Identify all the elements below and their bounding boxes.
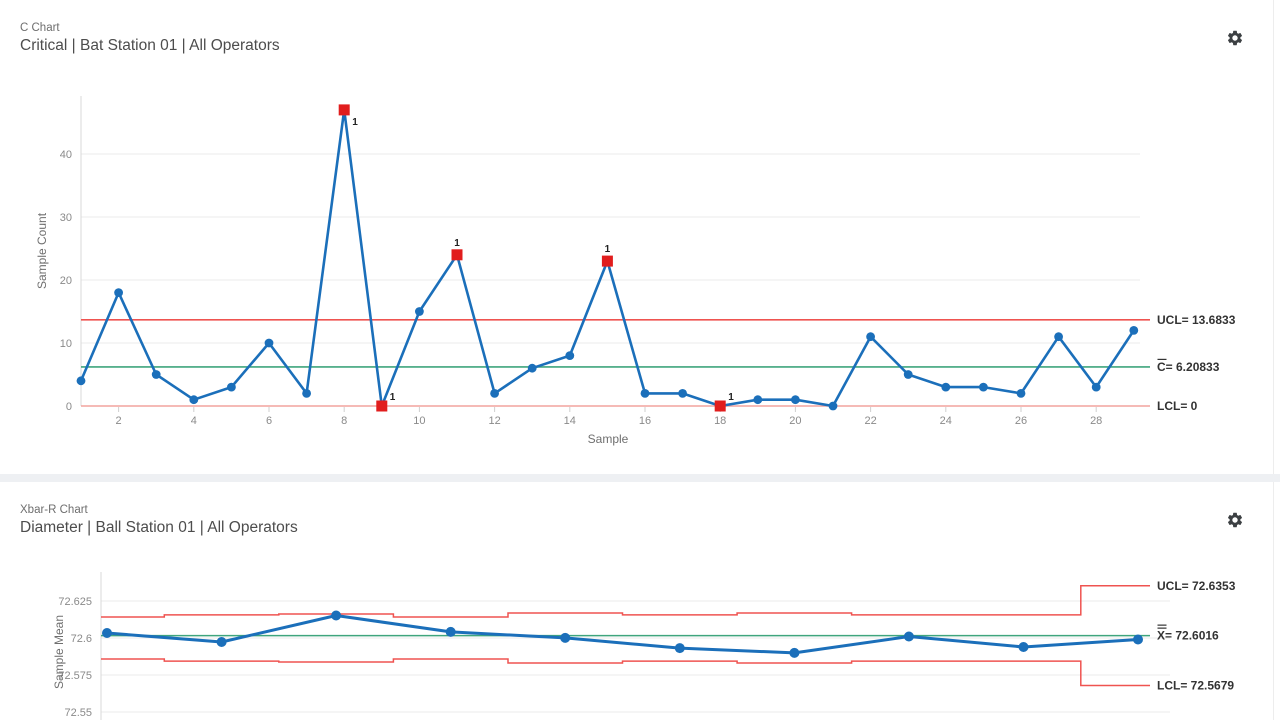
data-point[interactable] (903, 631, 914, 642)
y-tick-label: 20 (60, 275, 72, 287)
lcl-label: LCL= 0 (1157, 399, 1198, 413)
y-tick-label: 72.6 (71, 633, 92, 645)
data-point[interactable] (302, 389, 311, 398)
xbar-chart-card: Xbar-R Chart Diameter | Ball Station 01 … (0, 482, 1280, 720)
y-tick-label: 0 (66, 401, 72, 413)
data-point[interactable] (490, 389, 499, 398)
settings-gear-icon[interactable] (1226, 511, 1244, 529)
data-point[interactable] (828, 401, 838, 411)
c-chart-header: C Chart Critical | Bat Station 01 | All … (0, 0, 1280, 60)
x-tick-label: 16 (639, 415, 651, 427)
card-right-border (1273, 482, 1274, 720)
data-point[interactable] (1054, 332, 1063, 342)
y-tick-label: 72.55 (64, 707, 92, 719)
data-point[interactable] (445, 626, 456, 637)
x-axis-title: Sample (588, 432, 629, 446)
ooc-point[interactable] (714, 400, 726, 412)
y-tick-label: 72.625 (58, 596, 92, 608)
data-point[interactable] (151, 370, 161, 379)
data-point[interactable] (753, 395, 763, 405)
c-chart-card: C Chart Critical | Bat Station 01 | All … (0, 0, 1280, 474)
data-point[interactable] (979, 382, 988, 392)
data-point[interactable] (674, 643, 685, 654)
data-point[interactable] (189, 395, 199, 405)
data-point[interactable] (264, 338, 274, 348)
data-point[interactable] (1133, 634, 1143, 645)
data-point[interactable] (76, 376, 86, 386)
lcl-step-line (101, 658, 1150, 687)
ooc-rule-label: 1 (605, 244, 611, 255)
card-divider (0, 474, 1280, 482)
ooc-point[interactable] (338, 104, 350, 116)
x-label: X= 72.6016 (1157, 629, 1219, 643)
y-axis-title: Sample Count (35, 212, 49, 289)
y-tick-label: 10 (60, 338, 72, 350)
data-point[interactable] (1091, 382, 1101, 392)
data-point[interactable] (866, 332, 875, 342)
data-point[interactable] (1016, 389, 1026, 398)
x-tick-label: 10 (413, 415, 425, 427)
x-tick-label: 18 (714, 415, 726, 427)
y-tick-label: 72.575 (58, 670, 92, 682)
settings-gear-icon[interactable] (1226, 29, 1244, 47)
y-axis-title: Sample Mean (52, 615, 66, 689)
ooc-point[interactable] (376, 400, 388, 412)
y-tick-label: 40 (60, 149, 72, 161)
chart-title: Diameter | Ball Station 01 | All Operato… (20, 519, 298, 536)
data-point[interactable] (114, 288, 123, 297)
data-point[interactable] (565, 351, 575, 360)
ooc-rule-label: 1 (728, 392, 734, 403)
data-point[interactable] (415, 307, 424, 316)
xbar-chart-header: Xbar-R Chart Diameter | Ball Station 01 … (0, 482, 1280, 542)
x-tick-label: 28 (1090, 415, 1102, 427)
data-point[interactable] (791, 395, 800, 405)
x-tick-label: 2 (116, 415, 122, 427)
series-line (106, 614, 1139, 655)
x-tick-label: 20 (789, 415, 801, 427)
c-label: C= 6.20833 (1157, 360, 1220, 374)
ooc-point[interactable] (601, 255, 613, 267)
ooc-rule-label: 1 (390, 392, 396, 403)
data-point[interactable] (789, 647, 800, 658)
x-tick-label: 6 (266, 415, 272, 427)
data-point[interactable] (331, 610, 342, 621)
x-tick-label: 14 (564, 415, 576, 427)
x-tick-label: 26 (1015, 415, 1027, 427)
lcl-label: LCL= 72.5679 (1157, 679, 1234, 693)
chart-title: Critical | Bat Station 01 | All Operator… (20, 37, 280, 54)
data-point[interactable] (640, 389, 650, 398)
data-point[interactable] (560, 632, 571, 643)
x-tick-label: 8 (341, 415, 347, 427)
x-tick-label: 24 (940, 415, 952, 427)
x-tick-label: 4 (191, 415, 197, 427)
ucl-label: UCL= 13.6833 (1157, 313, 1236, 327)
chart-type-label: C Chart (20, 22, 60, 34)
data-point[interactable] (102, 628, 112, 638)
data-point[interactable] (527, 363, 537, 373)
data-point[interactable] (227, 382, 236, 392)
x-tick-label: 22 (864, 415, 876, 427)
card-right-border (1273, 0, 1274, 474)
ucl-label: UCL= 72.6353 (1157, 579, 1236, 593)
ooc-rule-label: 1 (352, 117, 358, 128)
data-point[interactable] (678, 389, 687, 398)
ooc-point[interactable] (451, 249, 463, 261)
chart-type-label: Xbar-R Chart (20, 504, 88, 516)
data-point[interactable] (1018, 642, 1029, 652)
data-point[interactable] (216, 637, 227, 647)
data-point[interactable] (941, 382, 951, 392)
data-point[interactable] (1129, 326, 1139, 335)
ucl-step-line (101, 585, 1150, 618)
data-point[interactable] (903, 370, 913, 379)
y-tick-label: 30 (60, 212, 72, 224)
ooc-rule-label: 1 (454, 238, 460, 249)
xbar-chart-plot[interactable]: 72.625 72.6 72.575 72.55 Sample Mean UCL= 72.… (0, 482, 1280, 720)
x-tick-label: 12 (488, 415, 500, 427)
